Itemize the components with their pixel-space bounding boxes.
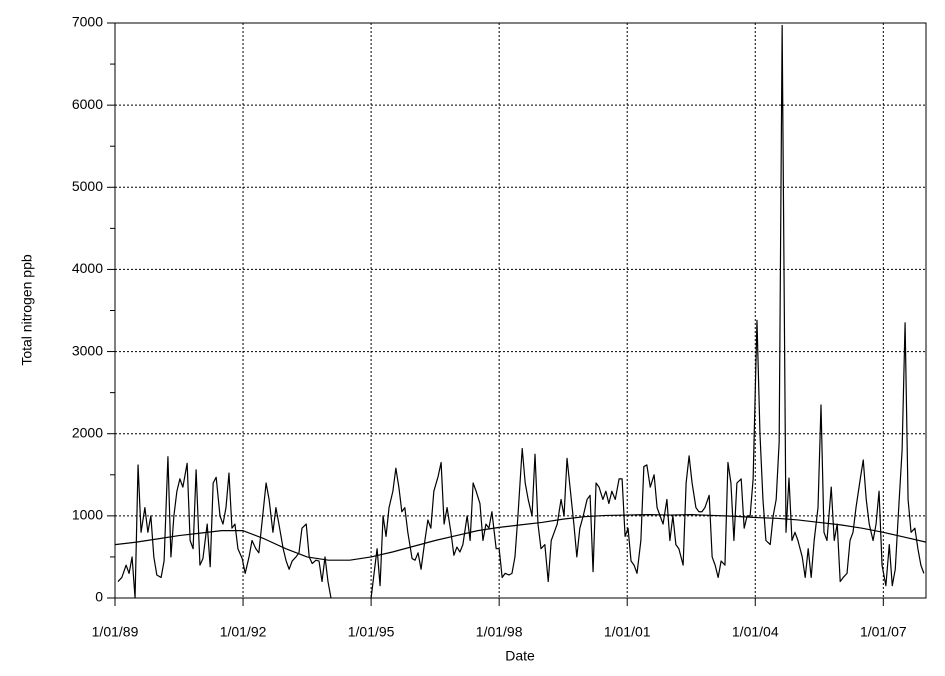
y-tick-label: 4000 [72,260,103,276]
y-axis-label: Total nitrogen ppb [19,254,35,366]
y-tick-label: 7000 [72,14,103,30]
x-axis-label: Date [505,648,535,664]
x-tick-label: 1/01/01 [604,624,651,640]
x-tick-label: 1/01/89 [92,624,139,640]
plot-frame [114,22,927,599]
x-tick-label: 1/01/98 [476,624,523,640]
y-tick-label: 1000 [72,507,103,523]
y-tick-label: 0 [95,589,103,605]
x-tick-label: 1/01/07 [860,624,907,640]
x-tick-label: 1/01/04 [732,624,779,640]
y-tick-label: 6000 [72,96,103,112]
x-tick-label: 1/01/95 [348,624,395,640]
y-tick-label: 2000 [72,424,103,440]
data-line [117,24,925,599]
y-tick-label: 3000 [72,342,103,358]
data-line [114,514,927,561]
y-tick-label: 5000 [72,178,103,194]
x-tick-label: 1/01/92 [220,624,267,640]
